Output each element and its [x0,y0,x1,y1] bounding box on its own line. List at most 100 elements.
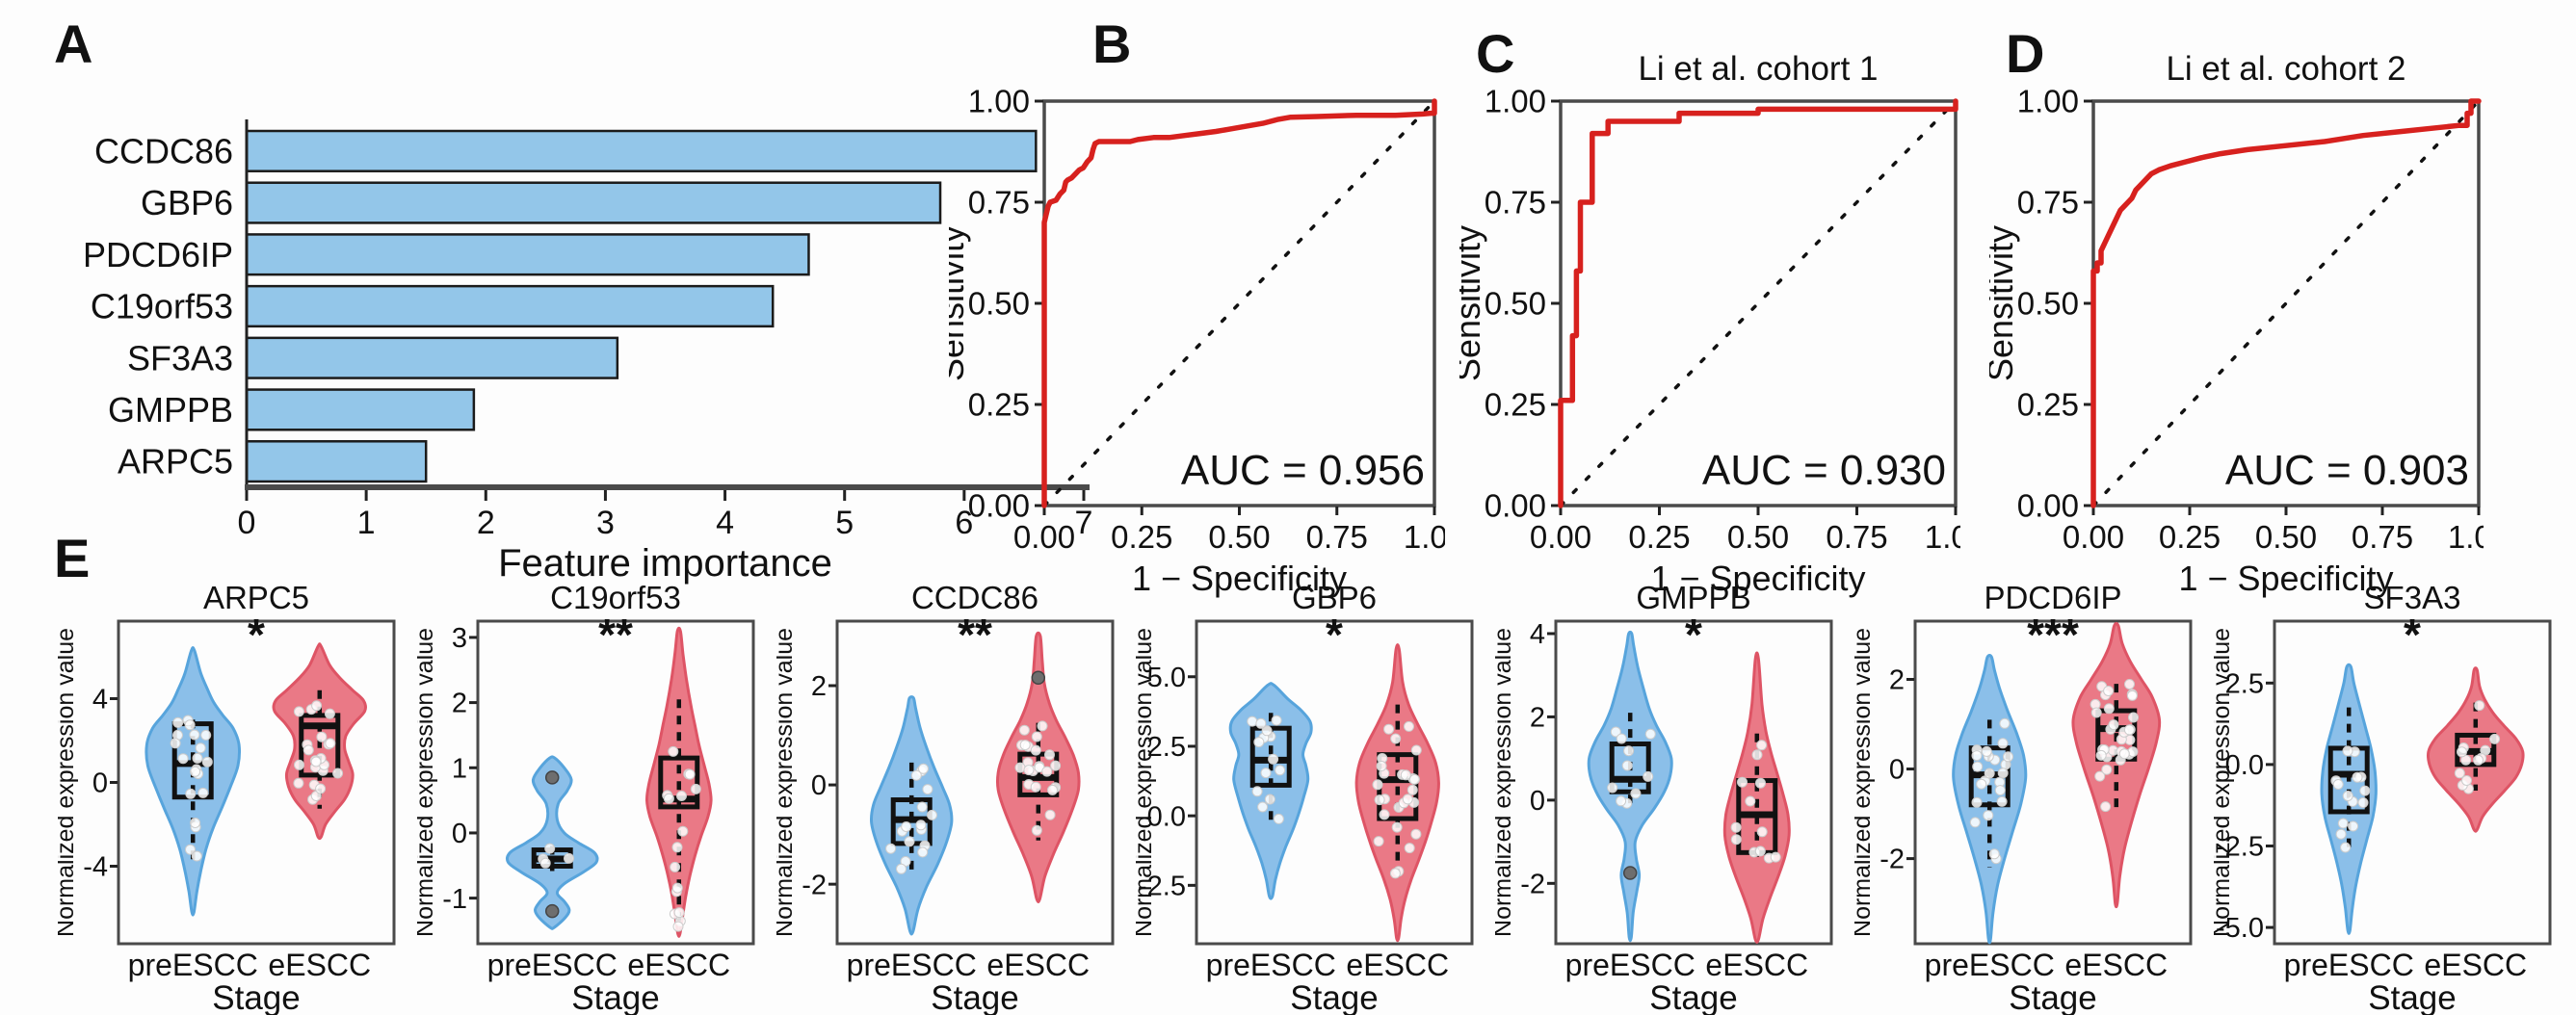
jitter-dot [1610,726,1621,738]
jitter-dot [190,818,201,828]
jitter-dot [671,882,683,894]
jitter-dot [673,907,685,919]
panel-c-label: C [1476,23,1515,84]
jitter-dot [2342,791,2353,801]
jitter-dot [1376,761,1387,771]
panel-a-label: A [54,13,93,74]
x-tick-label: 0.75 [1306,519,1368,555]
jitter-dot [1372,779,1383,791]
y-tick-label: 2 [811,671,827,702]
jitter-dot [2359,785,2371,796]
violin-title: GMPPB [1636,580,1750,615]
y-tick-label: 1.00 [968,84,1030,119]
x-tick-label: 0.50 [1727,519,1789,555]
jitter-dot [1030,781,1041,793]
jitter-dot [1251,786,1263,797]
x-tick-label: 6 [955,505,973,541]
bar-category-label: GMPPB [108,390,233,429]
bar-category-label: SF3A3 [127,338,233,377]
jitter-dot [1253,737,1265,748]
jitter-dot [2101,764,2113,775]
jitter-dot [1400,769,1411,781]
plot-border [476,619,755,946]
jitter-dot [185,844,196,855]
jitter-dot [2094,770,2106,782]
roc-chart-training: 0.00 0.25 0.50 0.75 1.00 0.00 0.25 0.50 0.75 1.00… [949,19,1445,607]
x-axis-title: Stage [1649,979,1737,1015]
bar-PDCD6IP [245,233,810,276]
jitter-dot [922,784,933,795]
y-axis-title: Sensitivity [1459,225,1487,381]
jitter-dot [1756,740,1768,751]
y-tick-label: -1 [442,884,467,915]
bar-category-label: CCDC86 [94,131,233,170]
x-tick-label: 0 [238,505,256,541]
chance-diagonal [2091,99,2481,508]
jitter-dot [915,820,927,831]
category-label: eESCC [2424,948,2527,982]
jitter-dot [1373,836,1384,847]
jitter-dot [1410,744,1422,756]
category-label: preESCC [128,948,258,982]
bar-GMPPB [245,388,476,431]
jitter-dot [1969,817,1981,828]
jitter-dot [916,801,928,813]
x-tick-label: 7 [1075,505,1093,541]
jitter-dot [1379,809,1390,820]
roc-chart-cohort1: Li et al. cohort 1 0.00 0.25 0.50 0.75 1.00 0.… [1459,19,1960,607]
y-axis-title: Normalized expression value [776,628,798,937]
plot-border [1913,619,2193,946]
feature-importance-bar-chart: CCDC86 GBP6 PDCD6IP C19orf53 SF3A3 GMPPB ARPC5… [58,29,1108,607]
jitter-dot [191,850,202,862]
y-tick-label: 0.75 [968,185,1030,221]
y-axis-title: Normalized expression value [1136,628,1157,937]
plot-border [1195,619,1474,946]
jitter-dot [1014,762,1026,773]
jitter-dot [2003,751,2013,763]
jitter-dot [1607,782,1618,794]
x-tick-label: 1.00 [1404,519,1445,555]
roc-curve [1558,98,1958,508]
category-label: preESCC [847,948,977,982]
y-tick-label: -2 [1879,845,1905,875]
jitter-dot [172,716,184,728]
jitter-dot [310,756,322,768]
y-tick-label: 0 [452,819,467,849]
jitter-dot [2126,690,2138,701]
violin-chart-pdcd6ip: PDCD6IP 2 0 -2 Normalized expression value pr… [1854,578,2214,1015]
category-label: preESCC [487,948,618,982]
y-tick-label: -4 [83,852,108,883]
jitter-dot [1044,749,1055,761]
jitter-dot [2337,818,2349,829]
bar-CCDC86 [245,129,1038,172]
jitter-dot [192,752,203,764]
jitter-dot [1997,768,2009,779]
y-tick-label: 1.00 [2017,84,2079,119]
y-tick-label: 0.0 [1147,801,1186,832]
x-tick-label: 0.75 [1826,519,1887,555]
jitter-dot [1044,809,1056,820]
jitter-dot [1037,720,1048,732]
y-axis-title: Normalized expression value [1854,628,1876,937]
jitter-dot [1972,761,1984,772]
y-axis-title: Normalized expression value [2214,628,2235,937]
significance-stars: *** [2027,610,2079,660]
auc-value: AUC = 0.930 [1702,447,1946,494]
y-axis-title: Sensitivity [949,225,971,381]
jitter-dot [2474,700,2485,712]
jitter-dot [1047,784,1058,795]
outlier-dot [544,770,560,785]
roc-title: Li et al. cohort 1 [1638,50,1878,88]
jitter-dot [1404,720,1414,732]
jitter-dot [1018,724,1030,736]
x-tick-label: 1.00 [1925,519,1960,555]
jitter-dot [1994,785,2006,796]
jitter-dot [302,744,314,756]
violin-chart-ccdc86: CCDC86 2 0 -2 Normalized expression value pre… [776,578,1136,1015]
roc-chart-cohort2: Li et al. cohort 2 0.00 0.25 0.50 0.75 1.00 0.… [1989,19,2484,607]
x-tick-label: 0.50 [2255,519,2317,555]
